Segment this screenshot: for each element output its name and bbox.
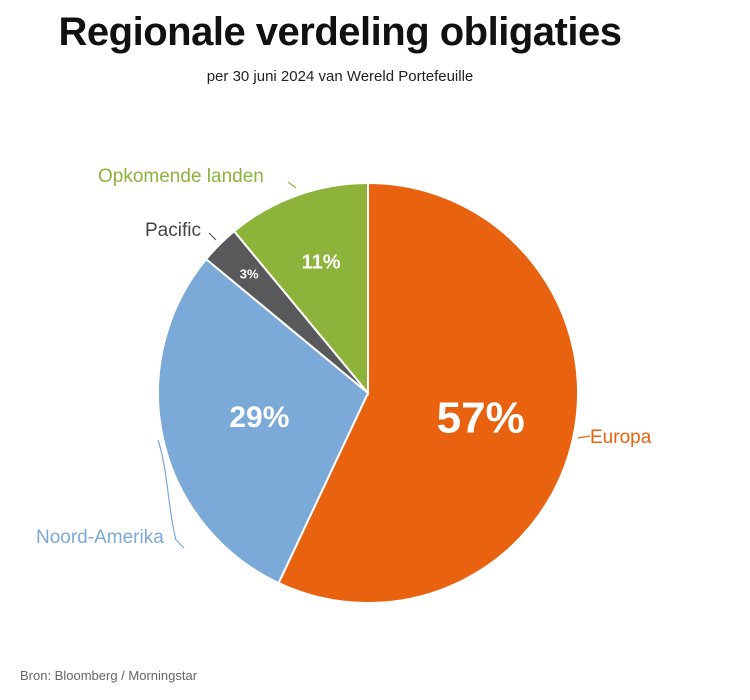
slice-category-label-pacific: Pacific xyxy=(145,220,201,241)
pie-slice-noord-amerika xyxy=(157,257,370,585)
chart-subtitle: per 30 juni 2024 van Wereld Portefeuille xyxy=(206,68,474,85)
pie-slice-opkomende-landen xyxy=(232,181,369,396)
slice-category-label-noord-amerika: Noord-Amerika xyxy=(36,527,164,548)
callout-line-opkomende-landen xyxy=(287,181,297,189)
callout-line-noord-amerika xyxy=(157,439,185,549)
pie-slice-europa xyxy=(277,181,579,604)
slice-value-label-europa: 57% xyxy=(437,394,525,443)
source-note: Bron: Bloomberg / Morningstar xyxy=(20,668,198,683)
slice-value-label-noord-amerika: 29% xyxy=(229,401,289,434)
chart-title: Regionale verdeling obligaties xyxy=(58,10,622,54)
slice-category-label-europa: Europa xyxy=(590,427,652,448)
callout-line-pacific xyxy=(208,232,217,241)
slice-category-label-opkomende-landen: Opkomende landen xyxy=(98,166,264,187)
slice-value-label-pacific: 3% xyxy=(240,267,259,282)
callout-line-europa xyxy=(577,435,591,439)
slice-value-label-opkomende-landen: 11% xyxy=(302,252,341,274)
